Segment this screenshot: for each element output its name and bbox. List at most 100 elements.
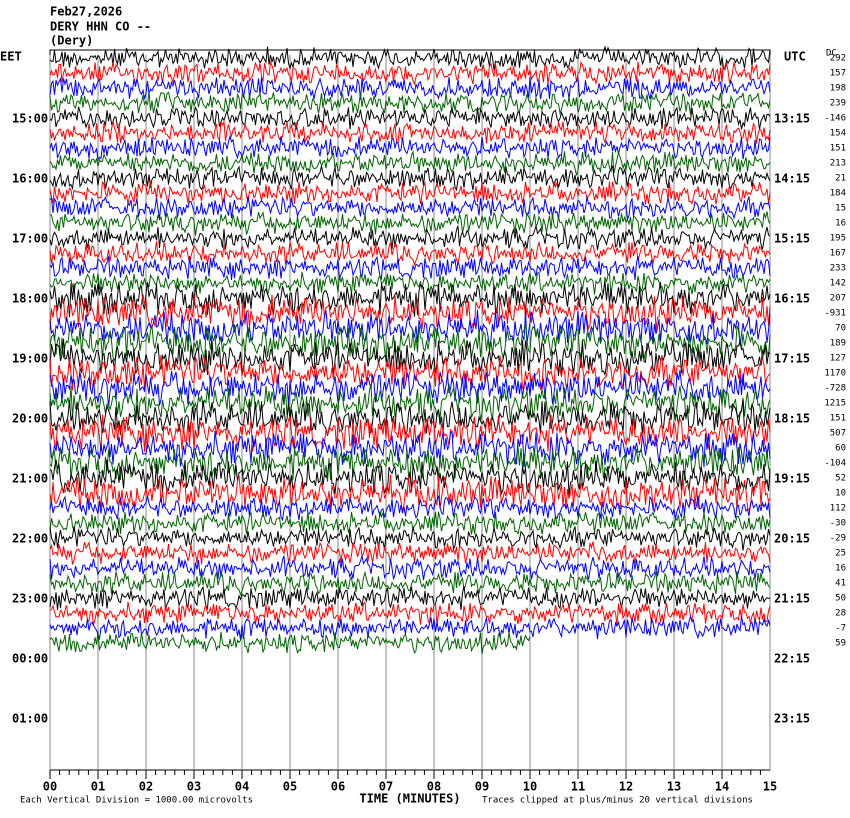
trace: [49, 150, 771, 176]
dc-offset: 127: [830, 354, 846, 364]
trace: [49, 119, 771, 145]
x-tick-label: 12: [619, 780, 633, 794]
left-time-label: 22:00: [12, 532, 48, 546]
x-axis-label: TIME (MINUTES): [359, 792, 460, 806]
right-time-label: 15:15: [774, 232, 810, 246]
dc-offset: 154: [830, 129, 846, 139]
trace: [49, 106, 771, 131]
dc-offset: -146: [824, 114, 846, 124]
dc-offset: 157: [830, 69, 846, 79]
dc-offset: 151: [830, 414, 846, 424]
dc-offset: 10: [835, 489, 846, 499]
trace: [49, 240, 771, 267]
left-time-label: 21:00: [12, 472, 48, 486]
left-time-label: 20:00: [12, 412, 48, 426]
trace: [49, 614, 771, 641]
right-time-label: 16:15: [774, 292, 810, 306]
right-time-label: 17:15: [774, 352, 810, 366]
trace: [49, 134, 771, 162]
x-tick-label: 15: [763, 780, 777, 794]
trace: [49, 338, 771, 377]
dc-offset: 239: [830, 99, 846, 109]
dc-offset: 1170: [824, 369, 846, 379]
right-time-label: 20:15: [774, 532, 810, 546]
right-time-label: 14:15: [774, 172, 810, 186]
dc-offset: 207: [830, 294, 846, 304]
trace: [49, 414, 771, 452]
trace: [49, 60, 771, 87]
trace: [49, 601, 771, 626]
x-tick-label: 01: [91, 780, 105, 794]
dc-offset: -104: [824, 459, 846, 469]
left-zone: EET: [0, 50, 22, 64]
trace: [49, 369, 771, 408]
trace: [49, 540, 771, 565]
dc-offset: 52: [835, 474, 846, 484]
date: Feb27,2026: [50, 5, 122, 19]
dc-offset: 41: [835, 579, 846, 589]
dc-offset: 28: [835, 609, 846, 619]
trace: [49, 459, 771, 496]
dc-offset: 213: [830, 159, 846, 169]
left-time-label: 18:00: [12, 292, 48, 306]
x-tick-label: 10: [523, 780, 537, 794]
dc-offset: 292: [830, 54, 846, 64]
dc-offset: 167: [830, 249, 846, 259]
dc-offset: -7: [835, 624, 846, 634]
scale-note: Each Vertical Division = 1000.00 microvo…: [20, 796, 253, 806]
right-time-label: 22:15: [774, 652, 810, 666]
dc-offset: 151: [830, 144, 846, 154]
trace: [49, 631, 531, 655]
dc-offset: -728: [824, 384, 846, 394]
trace: [49, 271, 771, 296]
left-time-label: 17:00: [12, 232, 48, 246]
left-time-label: 16:00: [12, 172, 48, 186]
dc-title: DC: [826, 49, 837, 59]
left-time-label: 01:00: [12, 712, 48, 726]
trace: [49, 383, 771, 422]
trace: [49, 195, 771, 221]
trace: [49, 495, 771, 522]
right-time-label: 13:15: [774, 112, 810, 126]
dc-offset: 198: [830, 84, 846, 94]
station: DERY HHN CO --: [50, 20, 151, 34]
trace: [49, 399, 771, 437]
left-time-label: 23:00: [12, 592, 48, 606]
dc-offset: 21: [835, 174, 846, 184]
trace: [49, 225, 771, 251]
x-tick-label: 13: [667, 780, 681, 794]
dc-offset: -29: [830, 534, 846, 544]
trace: [49, 294, 771, 331]
x-tick-label: 02: [139, 780, 153, 794]
trace: [49, 91, 771, 116]
trace: [49, 474, 771, 513]
site: (Dery): [50, 34, 93, 48]
dc-offset: 16: [835, 564, 846, 574]
left-time-label: 19:00: [12, 352, 48, 366]
x-tick-label: 08: [427, 780, 441, 794]
dc-offset: 16: [835, 219, 846, 229]
left-time-label: 00:00: [12, 652, 48, 666]
left-time-label: 15:00: [12, 112, 48, 126]
x-tick-label: 03: [187, 780, 201, 794]
trace: [49, 165, 771, 192]
right-zone: UTC: [784, 50, 806, 64]
dc-offset: 195: [830, 234, 846, 244]
trace: [49, 585, 771, 611]
x-tick-label: 04: [235, 780, 249, 794]
dc-offset: 50: [835, 594, 846, 604]
trace: [49, 430, 771, 468]
dc-offset: -30: [830, 519, 846, 529]
right-time-label: 18:15: [774, 412, 810, 426]
right-time-label: 19:15: [774, 472, 810, 486]
dc-offset: 59: [835, 639, 846, 649]
dc-offset: 112: [830, 504, 846, 514]
trace: [49, 281, 771, 318]
x-tick-label: 11: [571, 780, 585, 794]
dc-offset: 60: [835, 444, 846, 454]
trace: [49, 180, 771, 205]
trace: [49, 510, 771, 535]
dc-offset: 1215: [824, 399, 846, 409]
right-time-label: 21:15: [774, 592, 810, 606]
